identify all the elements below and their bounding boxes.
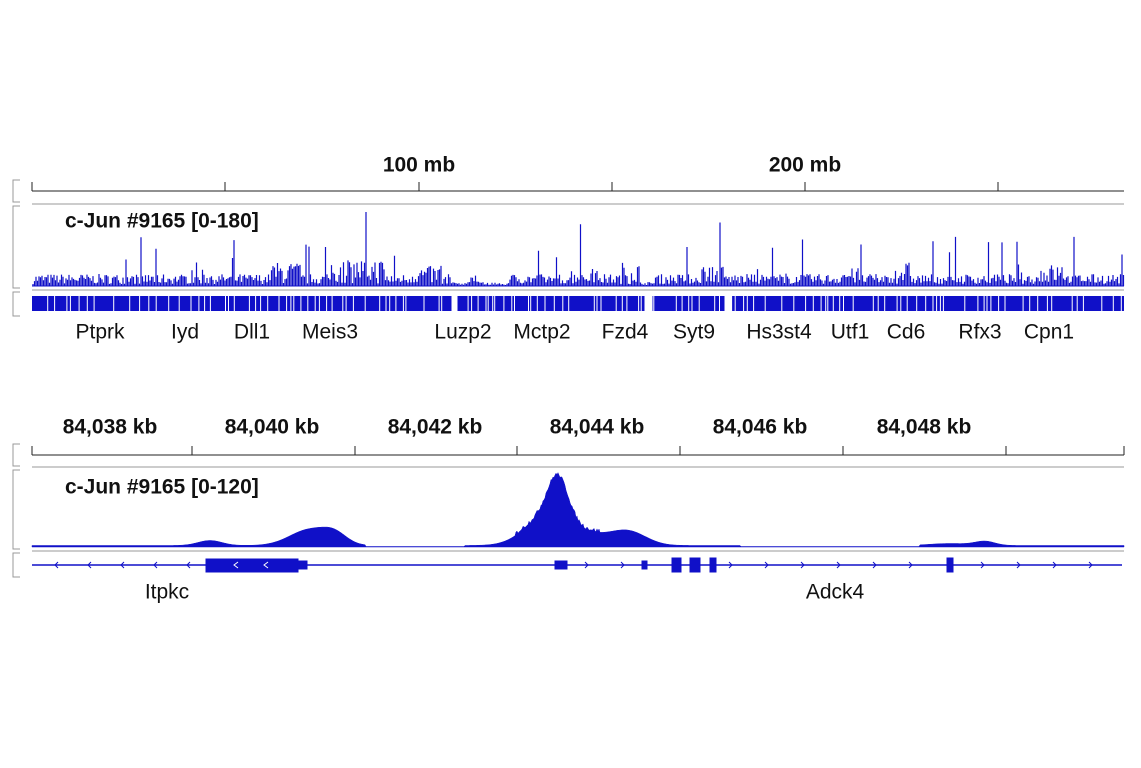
gene-label: Syt9 [673, 321, 715, 344]
exon [946, 557, 954, 573]
gene-label: Adck4 [806, 581, 865, 604]
exon [709, 557, 717, 573]
signal [31, 472, 1125, 548]
exon [205, 558, 299, 573]
gene-band [32, 296, 1124, 311]
gene-label: Utf1 [831, 321, 870, 344]
gene-label: Itpkc [145, 581, 189, 604]
ruler-label: 84,042 kb [388, 416, 483, 439]
ruler-label: 84,040 kb [225, 416, 320, 439]
ruler-label: 200 mb [769, 154, 841, 177]
exon [641, 560, 648, 570]
gene-label: Dll1 [234, 321, 270, 344]
gene-label: Mctp2 [513, 321, 570, 344]
exon [671, 557, 682, 573]
gene-label: Hs3st4 [746, 321, 812, 344]
gene-label: Cd6 [887, 321, 926, 344]
panel-frame [12, 443, 1124, 578]
gene-gap [47, 296, 1122, 311]
strand-arrow [233, 561, 269, 569]
gene-label: Ptprk [75, 321, 125, 344]
gene-track [32, 557, 1122, 573]
ruler-label: 84,044 kb [550, 416, 645, 439]
track-label: c-Jun #9165 [0-180] [65, 210, 259, 233]
gene-track [32, 296, 1124, 311]
exon [554, 560, 568, 570]
strand-arrows [54, 561, 1093, 569]
panel-frame [12, 179, 1124, 317]
gene-label: Luzp2 [434, 321, 491, 344]
gene-label: Iyd [171, 321, 199, 344]
gene-label: Cpn1 [1024, 321, 1074, 344]
arrow [54, 561, 1093, 569]
gene-label: Meis3 [302, 321, 358, 344]
exon [689, 557, 701, 573]
gene-label: Fzd4 [602, 321, 649, 344]
gene-label: Rfx3 [958, 321, 1001, 344]
track-label: c-Jun #9165 [0-120] [65, 476, 259, 499]
signal-track [32, 212, 1125, 287]
ruler-label: 84,048 kb [877, 416, 972, 439]
exon [297, 560, 308, 570]
signal [32, 212, 1125, 286]
signal-track [31, 472, 1125, 548]
ruler-label: 84,038 kb [63, 416, 158, 439]
ruler-label: 84,046 kb [713, 416, 808, 439]
ruler-label: 100 mb [383, 154, 455, 177]
